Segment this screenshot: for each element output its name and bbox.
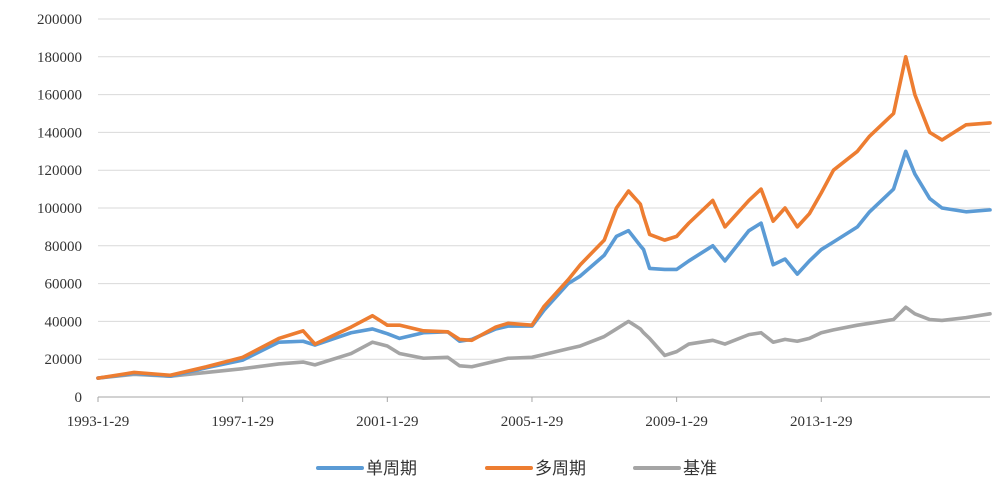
y-tick-label: 180000: [37, 50, 82, 66]
y-tick-label: 60000: [45, 277, 83, 293]
y-tick-label: 40000: [45, 314, 83, 330]
gridlines: [98, 18, 990, 360]
x-axis: 1993-1-29 1997-1-29 2001-1-29 2005-1-29 2009…: [67, 396, 990, 430]
y-axis: 0 20000 40000 60000 80000 100000 120000 140000 1…: [37, 12, 82, 406]
legend-label: 基准: [683, 459, 717, 479]
legend-label: 单周期: [366, 459, 417, 479]
y-tick-label: 200000: [37, 12, 82, 28]
legend: 单周期 多周期 基准: [316, 459, 717, 479]
x-tick-label: 2001-1-29: [356, 414, 419, 430]
legend-label: 多周期: [535, 459, 586, 479]
y-tick-label: 80000: [45, 239, 83, 255]
series-line-1: [96, 54, 992, 380]
x-tick-label: 2009-1-29: [645, 414, 708, 430]
x-tick-label: 2013-1-29: [790, 414, 853, 430]
x-tick-label: 1997-1-29: [211, 414, 274, 430]
x-tick-label: 2005-1-29: [501, 414, 564, 430]
y-tick-label: 160000: [37, 88, 82, 104]
series-layer: [96, 54, 992, 380]
series-line-0: [96, 149, 992, 380]
y-tick-label: 100000: [37, 201, 82, 217]
y-tick-label: 20000: [45, 352, 83, 368]
y-tick-label: 140000: [37, 125, 82, 141]
y-tick-label: 0: [75, 390, 83, 406]
y-tick-label: 120000: [37, 163, 82, 179]
series-line-2: [96, 305, 992, 380]
x-tick-label: 1993-1-29: [67, 414, 130, 430]
